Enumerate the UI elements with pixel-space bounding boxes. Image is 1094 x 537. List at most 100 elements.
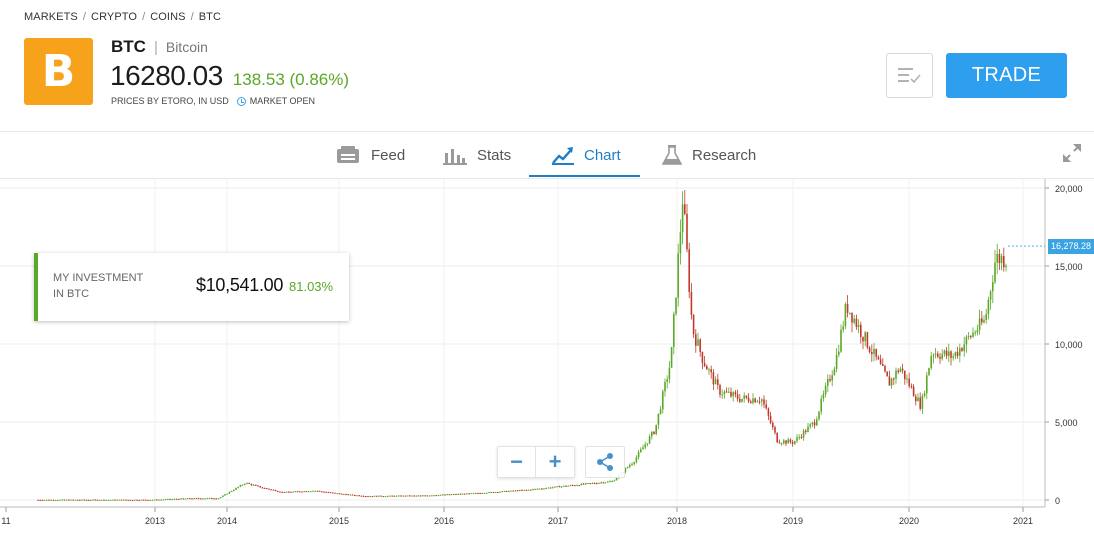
candle-up bbox=[523, 489, 525, 491]
candle-up bbox=[470, 493, 473, 495]
zoom-out-button[interactable]: − bbox=[498, 447, 536, 477]
candle-up bbox=[932, 355, 935, 357]
breadcrumb-markets[interactable]: MARKETS bbox=[24, 11, 78, 23]
candle-up bbox=[554, 486, 556, 488]
y-tick-label: 20,000 bbox=[1055, 184, 1083, 194]
candle-up bbox=[527, 489, 530, 491]
candle-down bbox=[195, 498, 198, 500]
fullscreen-expand-icon[interactable] bbox=[1062, 143, 1082, 163]
candle-up bbox=[233, 489, 235, 491]
candle-down bbox=[68, 499, 70, 501]
tab-chart-label: Chart bbox=[584, 146, 621, 164]
candle-up bbox=[794, 441, 796, 444]
candle-down bbox=[178, 498, 180, 500]
candle-down bbox=[279, 491, 281, 493]
candle-down bbox=[530, 489, 532, 491]
my-investment-card: MY INVESTMENT IN BTC $10,541.00 81.03% bbox=[34, 253, 349, 321]
candle-down bbox=[846, 304, 849, 313]
candle-up bbox=[431, 495, 433, 497]
candle-down bbox=[435, 495, 437, 497]
asset-price: 16280.03 bbox=[110, 60, 223, 91]
candle-down bbox=[175, 498, 178, 500]
candle-up bbox=[123, 499, 125, 501]
x-tick-label: 2013 bbox=[145, 516, 165, 526]
breadcrumb-coins[interactable]: COINS bbox=[150, 11, 186, 23]
candle-down bbox=[710, 369, 712, 373]
candle-down bbox=[332, 492, 334, 494]
trade-button[interactable]: TRADE bbox=[946, 53, 1067, 98]
candle-up bbox=[483, 492, 486, 494]
breadcrumb-crypto[interactable]: CRYPTO bbox=[91, 11, 138, 23]
candle-up bbox=[411, 495, 413, 497]
candle-up bbox=[576, 485, 578, 487]
candle-down bbox=[701, 351, 704, 364]
candle-down bbox=[910, 386, 913, 388]
candle-down bbox=[211, 497, 213, 499]
candle-up bbox=[728, 391, 730, 393]
tab-research[interactable]: Research bbox=[662, 132, 756, 178]
candle-up bbox=[732, 392, 734, 397]
watchlist-button[interactable] bbox=[886, 53, 933, 98]
candle-down bbox=[87, 499, 90, 501]
candle-down bbox=[479, 493, 481, 495]
candle-down bbox=[103, 499, 105, 501]
candle-up bbox=[796, 437, 798, 442]
title-divider: | bbox=[153, 39, 158, 56]
candle-up bbox=[417, 495, 420, 497]
candle-up bbox=[538, 488, 541, 490]
share-button[interactable] bbox=[585, 446, 625, 478]
candle-down bbox=[919, 397, 921, 409]
x-tick-label: 2020 bbox=[899, 516, 919, 526]
tab-stats[interactable]: Stats bbox=[443, 132, 511, 178]
active-tab-indicator bbox=[529, 175, 640, 177]
candle-up bbox=[659, 409, 662, 414]
price-chart[interactable]: 20,000 15,000 10,000 5,000 0 11 2013 2014 2015 20… bbox=[0, 179, 1094, 537]
candle-up bbox=[378, 495, 380, 497]
candle-down bbox=[255, 484, 257, 486]
breadcrumb: MARKETS / CRYPTO / COINS / BTC bbox=[24, 11, 222, 23]
candle-up bbox=[118, 499, 121, 501]
investment-percent: 81.03% bbox=[289, 279, 334, 294]
price-row: 16280.03 138.53 (0.86%) bbox=[110, 60, 349, 92]
candle-down bbox=[257, 485, 259, 487]
candle-up bbox=[312, 490, 314, 492]
candle-up bbox=[536, 488, 539, 490]
candle-down bbox=[855, 318, 858, 328]
candle-down bbox=[686, 213, 688, 250]
candle-down bbox=[805, 430, 807, 433]
candle-up bbox=[343, 494, 345, 496]
candle-up bbox=[943, 350, 946, 355]
candle-down bbox=[574, 485, 576, 487]
candle-down bbox=[413, 495, 415, 497]
candle-down bbox=[156, 499, 158, 501]
candle-up bbox=[752, 398, 754, 403]
candle-up bbox=[978, 318, 981, 330]
zoom-in-button[interactable]: + bbox=[548, 449, 562, 474]
candle-up bbox=[607, 481, 609, 483]
asset-name: Bitcoin bbox=[165, 39, 208, 55]
candle-up bbox=[591, 482, 594, 484]
candle-down bbox=[136, 499, 138, 501]
candle-up bbox=[675, 297, 677, 314]
candle-down bbox=[76, 499, 79, 501]
candle-down bbox=[789, 439, 792, 443]
candle-up bbox=[681, 204, 684, 233]
candle-down bbox=[725, 391, 728, 393]
tab-feed[interactable]: Feed bbox=[335, 132, 405, 178]
candle-down bbox=[699, 339, 701, 352]
candle-down bbox=[296, 491, 299, 493]
candle-up bbox=[74, 499, 77, 501]
candle-down bbox=[505, 490, 508, 492]
candle-up bbox=[985, 314, 987, 320]
candle-up bbox=[59, 499, 61, 501]
candle-down bbox=[901, 368, 904, 371]
candle-up bbox=[809, 424, 811, 427]
tab-chart[interactable]: Chart bbox=[552, 132, 621, 178]
tab-feed-label: Feed bbox=[371, 146, 406, 164]
candle-up bbox=[543, 488, 545, 490]
candle-down bbox=[391, 495, 393, 497]
candle-up bbox=[244, 483, 246, 485]
candle-up bbox=[967, 336, 970, 338]
candle-down bbox=[692, 314, 695, 335]
candle-up bbox=[303, 491, 305, 493]
